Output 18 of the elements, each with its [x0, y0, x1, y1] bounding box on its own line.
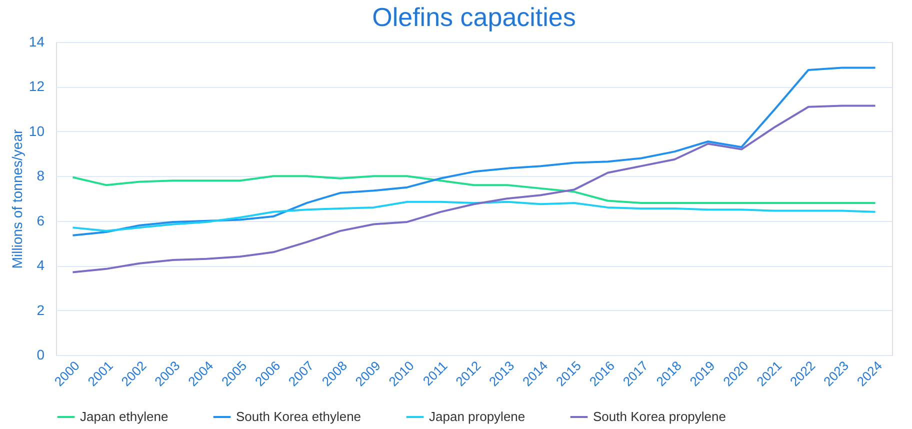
y-tick-label: 10	[28, 122, 45, 139]
legend-label: South Korea propylene	[593, 409, 726, 424]
y-tick-label: 2	[36, 302, 45, 318]
y-tick-label: 14	[28, 34, 45, 50]
legend-label: Japan ethylene	[80, 409, 168, 424]
line-series	[72, 200, 876, 232]
y-tick-label: 8	[36, 168, 45, 184]
line-series	[72, 66, 876, 236]
y-tick-label: 0	[36, 346, 45, 362]
y-axis-title: Millions of tonnes/year	[8, 129, 25, 269]
line-series	[72, 104, 876, 274]
y-tick-label: 4	[36, 257, 45, 274]
y-tick-label: 6	[36, 212, 45, 228]
y-tick-label: 12	[28, 78, 45, 94]
legend-label: Japan propylene	[429, 409, 526, 424]
line-series	[72, 175, 876, 204]
chart-title: Olefins capacities	[372, 2, 576, 32]
legend-label: South Korea ethylene	[236, 409, 362, 424]
